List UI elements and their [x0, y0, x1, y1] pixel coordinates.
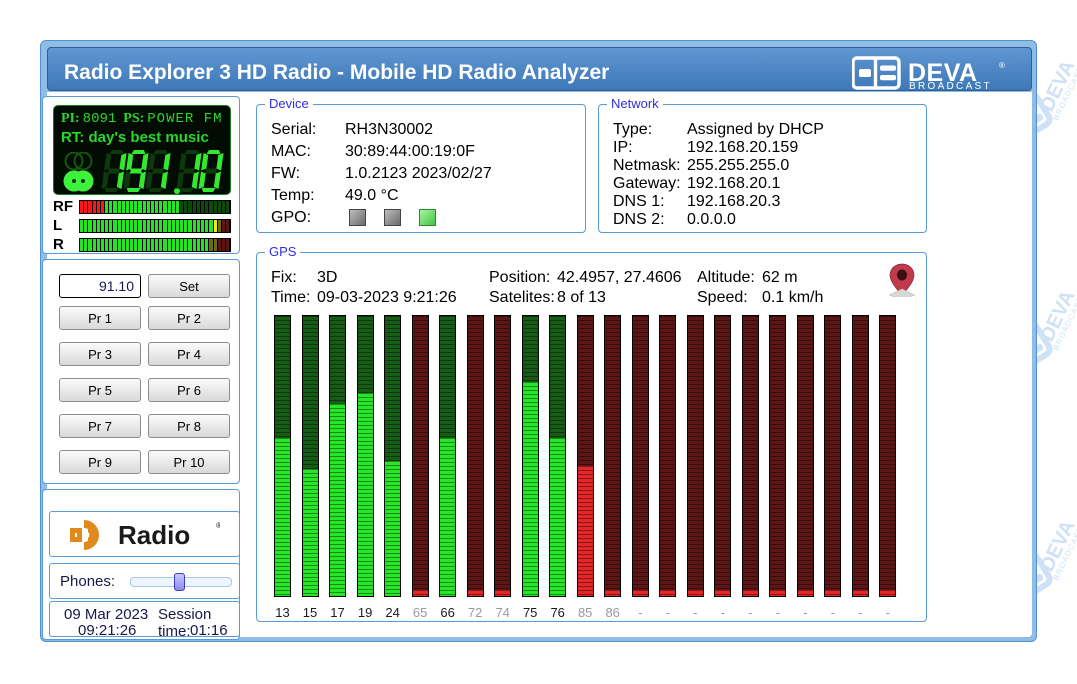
- svg-text:®: ®: [999, 61, 1005, 70]
- svg-text:®: ®: [216, 521, 220, 530]
- svg-text:Radio: Radio: [118, 520, 190, 550]
- svg-text:BROADCAST: BROADCAST: [909, 81, 992, 90]
